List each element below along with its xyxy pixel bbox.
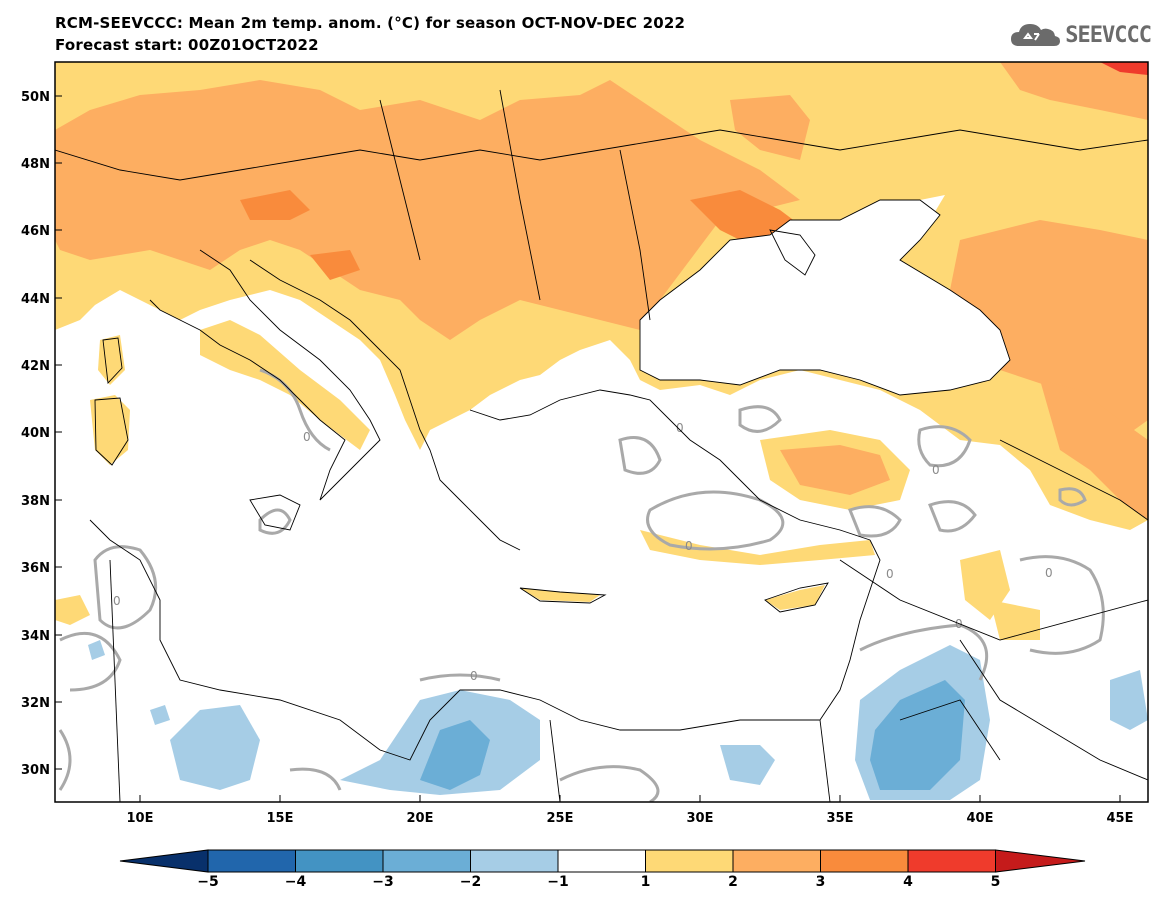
- contour-label: 0: [932, 463, 940, 477]
- lat-label: 38N: [21, 494, 50, 509]
- anomaly-area-3-4-balkans: [310, 250, 360, 280]
- lat-label: 40N: [21, 426, 50, 441]
- zero-contours: [58, 368, 1105, 802]
- colorbar-segment: [470, 849, 559, 873]
- seevccc-logo: SEEVCCC: [1009, 20, 1152, 50]
- anomaly-area-neg1-neg2-tripoli: [150, 705, 170, 725]
- colorbar-label: −3: [372, 874, 394, 890]
- colorbar-segment: [820, 849, 909, 873]
- anomaly-area-3-4-alps: [240, 190, 310, 220]
- lat-label: 50N: [21, 90, 50, 105]
- anomaly-area-neg1-neg2-west: [170, 705, 260, 790]
- lat-label: 34N: [21, 629, 50, 644]
- black-sea: [640, 200, 1010, 395]
- colorbar-label: 1: [640, 874, 651, 890]
- colorbar-segment: [645, 849, 734, 873]
- contour-label: 0: [676, 421, 684, 435]
- colorbar: [119, 849, 1086, 873]
- anomaly-area-neg2-neg3-libya: [420, 720, 490, 790]
- sea-of-azov: [840, 195, 945, 250]
- anomaly-area-neg1-neg2-iraq: [1110, 670, 1148, 730]
- anomaly-area-1-2-crete: [520, 588, 600, 602]
- contour-label: 0: [685, 539, 693, 553]
- lat-label: 30N: [21, 763, 50, 778]
- title-line-2: Forecast start: 00Z01OCT2022: [55, 36, 319, 54]
- anomaly-area-2-3-caucasus: [1040, 380, 1148, 520]
- colorbar-label: −4: [284, 874, 307, 890]
- contour-label: 0: [470, 669, 478, 683]
- anomaly-area-neg1-neg2-egypt: [720, 745, 775, 785]
- anomaly-area-4-5-northeast: [1100, 62, 1148, 75]
- colorbar-segment: [207, 849, 296, 873]
- anomaly-area-2-3-north-east: [1000, 62, 1148, 120]
- contour-label: 0: [303, 430, 311, 444]
- colorbar-segment: [119, 849, 209, 873]
- colorbar-label: −5: [197, 874, 219, 890]
- anomaly-area-2-3-anatolia: [780, 445, 890, 495]
- lon-label: 10E: [127, 811, 154, 826]
- colorbar-segment: [995, 849, 1086, 873]
- colorbar-label: 3: [815, 874, 826, 890]
- latitude-labels: 50N 48N 46N 44N 42N 40N 38N 36N 34N 32N …: [21, 90, 50, 778]
- anomaly-area-1-2-cyprus: [765, 585, 825, 610]
- lon-label: 20E: [407, 811, 434, 826]
- anomaly-area-1-2-north-africa: [55, 595, 90, 625]
- anomaly-area-neg1-neg2-algeria: [88, 640, 105, 660]
- colorbar-label: 2: [728, 874, 738, 890]
- anomaly-area-2-3-east: [950, 220, 1148, 440]
- map-area: 0 0 0 0 0 0 0 0 0: [55, 62, 1148, 802]
- lon-label: 45E: [1107, 811, 1134, 826]
- anomaly-area-1-2-sardinia: [90, 395, 130, 465]
- contour-label: 0: [886, 567, 894, 581]
- lat-label: 32N: [21, 696, 50, 711]
- colorbar-segment: [732, 849, 821, 873]
- anomaly-area-1-2-iraq: [990, 600, 1040, 640]
- anomaly-area-neg2-neg3-jordan: [870, 680, 965, 790]
- colorbar-label: −1: [547, 874, 569, 890]
- title-line-1: RCM-SEEVCCC: Mean 2m temp. anom. (°C) fo…: [55, 14, 686, 32]
- lat-label: 46N: [21, 224, 50, 239]
- lat-label: 36N: [21, 561, 50, 576]
- coastlines-and-borders: [55, 89, 1148, 802]
- colorbar-segment: [295, 849, 384, 873]
- logo-text: SEEVCCC: [1065, 22, 1152, 48]
- lon-label: 30E: [687, 811, 714, 826]
- chart-title: RCM-SEEVCCC: Mean 2m temp. anom. (°C) fo…: [55, 12, 685, 56]
- lat-label: 44N: [21, 292, 50, 307]
- colorbar-segment: [382, 849, 471, 873]
- lon-label: 15E: [267, 811, 294, 826]
- longitude-labels: 10E 15E 20E 25E 30E 35E 40E 45E: [127, 811, 1134, 826]
- colorbar-label: −2: [459, 874, 482, 890]
- lon-label: 40E: [967, 811, 994, 826]
- colorbar-label: 5: [990, 874, 1001, 890]
- anomaly-area-2-3-central-europe: [55, 80, 800, 340]
- lat-label: 48N: [21, 157, 50, 172]
- lon-label: 25E: [547, 811, 574, 826]
- axis-ticks: [55, 95, 1121, 802]
- anomaly-area-1-2-turkey-coast: [640, 530, 875, 565]
- colorbar-segment: [907, 849, 996, 873]
- colorbar-label: 4: [903, 874, 913, 890]
- anomaly-area-2-3-ukraine: [730, 95, 810, 160]
- lat-label: 42N: [21, 359, 50, 374]
- contour-label: 0: [113, 594, 121, 608]
- contour-label: 0: [1045, 566, 1053, 580]
- lon-label: 35E: [827, 811, 854, 826]
- cloud-icon: [1011, 24, 1061, 46]
- colorbar-segment: [557, 849, 646, 873]
